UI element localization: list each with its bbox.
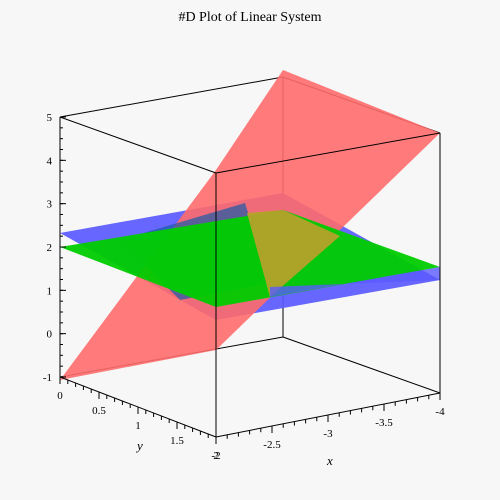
- y-tick-label: 1.5: [170, 435, 184, 447]
- surfaces: [60, 70, 440, 380]
- y-tick-label: 0.5: [92, 405, 106, 417]
- surface-olive: [247, 210, 340, 297]
- z-tick-label: 1: [47, 285, 53, 297]
- box-edge: [282, 336, 441, 394]
- x-axis: -2 -2.5 -3 -3.5 -4: [211, 393, 445, 462]
- y-axis: 0 0.5 1 1.5 2: [57, 377, 219, 462]
- y-tick-label: 2: [213, 450, 219, 462]
- z-axis: -1 0 1 2 3 4 5: [43, 112, 66, 384]
- x-tick-label: -3: [323, 428, 333, 440]
- y-tick-label: 0: [57, 390, 63, 402]
- z-tick-label: 5: [47, 112, 53, 124]
- box-edge: [59, 76, 284, 118]
- x-axis-label: x: [326, 453, 333, 468]
- x-tick-label: -2: [211, 450, 220, 462]
- x-tick-label: -3.5: [375, 417, 393, 429]
- z-tick-label: 4: [47, 155, 53, 167]
- z-tick-label: 2: [47, 242, 53, 254]
- z-tick-label: 0: [47, 329, 53, 341]
- z-tick-label: 3: [47, 199, 53, 211]
- chart-title: #D Plot of Linear System: [178, 10, 321, 25]
- x-tick-label: -4: [435, 406, 445, 418]
- box-edge: [59, 116, 217, 174]
- surface-green: [60, 210, 440, 307]
- box-edge: [215, 132, 441, 174]
- x-tick-label: -2.5: [263, 439, 281, 451]
- y-axis-label: y: [135, 438, 143, 453]
- z-tick-label: -1: [43, 372, 52, 384]
- y-tick-label: 1: [135, 420, 141, 432]
- surface-blue-band: [270, 267, 440, 297]
